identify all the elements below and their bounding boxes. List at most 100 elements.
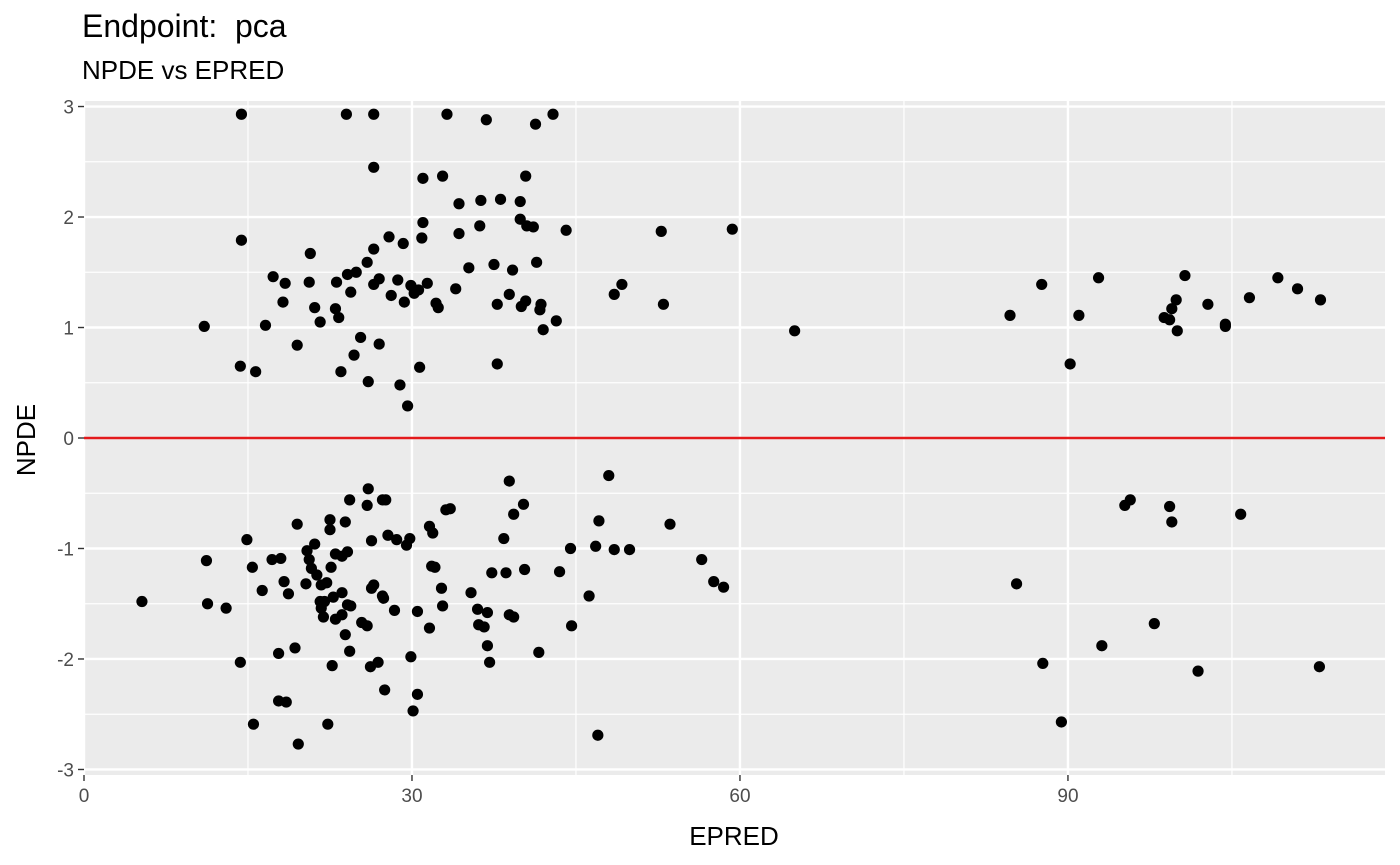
data-point	[380, 494, 392, 506]
data-point	[517, 498, 530, 510]
data-point	[423, 622, 436, 634]
x-tick-label: 90	[1057, 786, 1078, 807]
data-point	[463, 262, 475, 274]
data-point	[201, 598, 214, 610]
data-point	[300, 578, 312, 590]
data-point	[391, 534, 403, 546]
data-point	[414, 361, 426, 373]
data-point	[664, 518, 676, 530]
data-point	[566, 620, 578, 632]
data-point	[404, 532, 416, 545]
data-points	[136, 108, 1327, 750]
data-point	[657, 298, 670, 310]
data-point	[531, 256, 543, 268]
data-point	[345, 286, 357, 298]
data-point	[275, 552, 287, 565]
data-point	[402, 400, 414, 412]
data-point	[362, 483, 374, 495]
data-point	[368, 161, 380, 173]
x-axis-label: EPRED	[689, 821, 779, 851]
data-point	[655, 225, 667, 237]
data-point	[246, 561, 258, 573]
data-point	[465, 587, 477, 599]
data-point	[333, 311, 345, 324]
data-point	[471, 603, 484, 615]
data-point	[608, 543, 620, 556]
data-point	[726, 223, 738, 235]
data-point	[484, 656, 496, 668]
data-point	[421, 277, 433, 289]
data-point	[480, 114, 492, 126]
data-point	[1164, 500, 1176, 513]
data-point	[398, 296, 410, 308]
data-point	[247, 718, 260, 730]
data-point	[583, 590, 595, 602]
data-point	[1164, 314, 1176, 326]
data-point	[385, 289, 397, 302]
data-point	[280, 696, 292, 708]
data-point	[291, 339, 303, 351]
data-point	[481, 640, 494, 652]
data-point	[324, 524, 336, 536]
data-point	[500, 567, 512, 579]
data-point	[1166, 516, 1178, 528]
data-point	[518, 563, 531, 576]
data-point	[1243, 292, 1256, 304]
data-point	[529, 118, 542, 130]
data-point	[503, 288, 515, 300]
data-point	[1092, 272, 1105, 284]
data-point	[1055, 716, 1067, 728]
y-axis: -3 -2 -1 0 1 2 3	[57, 98, 84, 781]
data-point	[593, 515, 605, 527]
data-point	[361, 499, 373, 511]
data-point	[1004, 309, 1016, 321]
data-point	[560, 224, 572, 236]
data-point	[324, 514, 336, 526]
y-tick-label: 2	[63, 208, 74, 229]
data-point	[289, 642, 301, 654]
data-point	[321, 577, 333, 589]
data-point	[341, 268, 354, 281]
data-point	[373, 338, 385, 350]
data-point	[234, 360, 246, 372]
data-point	[250, 366, 262, 378]
data-point	[344, 645, 356, 657]
data-point	[273, 647, 285, 660]
data-point	[520, 170, 532, 182]
data-point	[388, 604, 401, 616]
data-point	[506, 264, 519, 276]
data-point	[1313, 661, 1326, 673]
data-point	[508, 611, 520, 623]
data-point	[436, 600, 449, 612]
data-point	[311, 569, 323, 581]
data-point	[392, 274, 404, 286]
data-point	[592, 729, 604, 741]
data-point	[491, 298, 503, 310]
data-point	[717, 581, 730, 593]
data-point	[291, 518, 303, 530]
data-point	[292, 738, 304, 750]
data-point	[453, 198, 465, 210]
data-point	[368, 243, 380, 255]
data-point	[266, 553, 278, 566]
data-point	[514, 195, 526, 208]
data-point	[350, 266, 362, 278]
data-point	[547, 108, 559, 120]
data-point	[1192, 665, 1204, 677]
data-point	[535, 298, 547, 310]
data-point	[475, 194, 487, 207]
y-tick-label: -3	[57, 760, 74, 781]
data-point	[301, 545, 313, 557]
data-point	[256, 584, 268, 597]
data-point	[303, 276, 315, 288]
y-tick-label: 0	[63, 429, 74, 450]
data-point	[550, 315, 562, 327]
data-point	[537, 324, 549, 336]
data-point	[341, 546, 354, 558]
minor-gridlines	[84, 101, 1385, 775]
data-point	[1073, 309, 1085, 321]
data-point	[1148, 618, 1160, 630]
data-point	[304, 247, 316, 260]
data-point	[362, 376, 374, 388]
data-point	[339, 629, 351, 641]
